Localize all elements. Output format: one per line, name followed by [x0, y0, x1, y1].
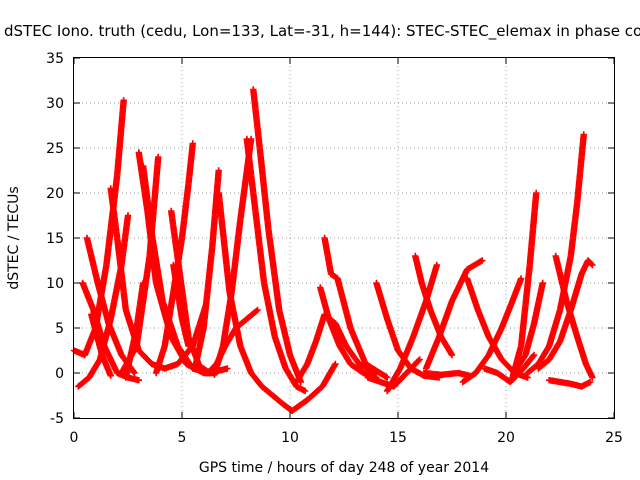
- data-series: [122, 279, 147, 381]
- data-point: [253, 307, 260, 315]
- data-series: [152, 140, 196, 377]
- y-tick-label: 10: [46, 276, 64, 292]
- data-point: [589, 374, 596, 381]
- x-tick-label: 15: [389, 430, 407, 446]
- x-tick-label: 10: [281, 430, 299, 446]
- data-point: [433, 261, 441, 269]
- data-point: [588, 260, 595, 268]
- data-point: [587, 378, 594, 386]
- data-point: [254, 306, 261, 314]
- data-series: [373, 279, 443, 381]
- x-tick-label: 0: [70, 430, 79, 446]
- y-tick-label: 35: [46, 51, 64, 67]
- data-point: [589, 261, 596, 269]
- y-axis-label: dSTEC / TECUs: [6, 186, 22, 289]
- y-tick-label: 30: [46, 96, 64, 112]
- data-series: [243, 135, 309, 395]
- data-point: [533, 189, 540, 197]
- data-point: [215, 167, 222, 174]
- data-series: [513, 279, 546, 372]
- data-series: [552, 252, 596, 381]
- data-point: [185, 342, 192, 350]
- data-point: [130, 368, 137, 376]
- data-point: [529, 352, 537, 360]
- data-point: [416, 356, 423, 363]
- x-tick-label: 20: [497, 430, 515, 446]
- data-point: [539, 279, 546, 287]
- data-point: [139, 279, 147, 287]
- data-series: [88, 311, 114, 379]
- y-tick-label: 25: [46, 141, 64, 157]
- data-series: [546, 377, 594, 390]
- data-point: [224, 365, 231, 372]
- x-axis-label: GPS time / hours of day 248 of year 2014: [199, 460, 489, 476]
- data-point: [479, 257, 486, 264]
- data-series: [250, 86, 304, 386]
- data-point: [107, 372, 114, 379]
- y-tick-label: -5: [50, 411, 64, 427]
- data-point: [301, 387, 309, 395]
- data-series: [83, 234, 138, 377]
- data-series: [459, 275, 525, 386]
- data-series: [535, 257, 596, 372]
- x-tick-label: 25: [605, 430, 623, 446]
- y-tick-label: 5: [55, 321, 64, 337]
- data-point: [448, 351, 456, 359]
- data-series: [288, 360, 339, 414]
- x-tick-label: 5: [178, 430, 187, 446]
- data-point: [155, 153, 162, 161]
- data-series: [422, 257, 486, 372]
- data-point: [120, 97, 127, 104]
- data-point: [384, 374, 391, 381]
- data-series: [191, 167, 222, 372]
- data-point: [530, 351, 538, 359]
- data-series: [420, 369, 473, 379]
- data-point: [332, 360, 339, 368]
- data-marks: [70, 86, 596, 414]
- data-series: [317, 284, 380, 381]
- axis-ticks: 0 5 10 15 20 25 -5 0 5 10 15 20 25 30 35: [46, 51, 623, 446]
- data-series: [524, 131, 587, 377]
- data-series: [481, 351, 538, 386]
- data-point: [189, 140, 196, 147]
- chart-title: dSTEC Iono. truth (cedu, Lon=133, Lat=-3…: [4, 22, 640, 41]
- data-point: [124, 212, 132, 219]
- data-series: [215, 189, 296, 414]
- data-point: [580, 131, 587, 138]
- plot-frame: [73, 57, 615, 419]
- data-point: [517, 275, 525, 282]
- y-tick-label: 0: [55, 366, 64, 382]
- data-point: [135, 377, 142, 384]
- data-point: [415, 357, 422, 364]
- data-point: [131, 369, 138, 377]
- y-tick-label: 15: [46, 231, 64, 247]
- y-tick-label: 20: [46, 186, 64, 202]
- data-series: [293, 311, 380, 386]
